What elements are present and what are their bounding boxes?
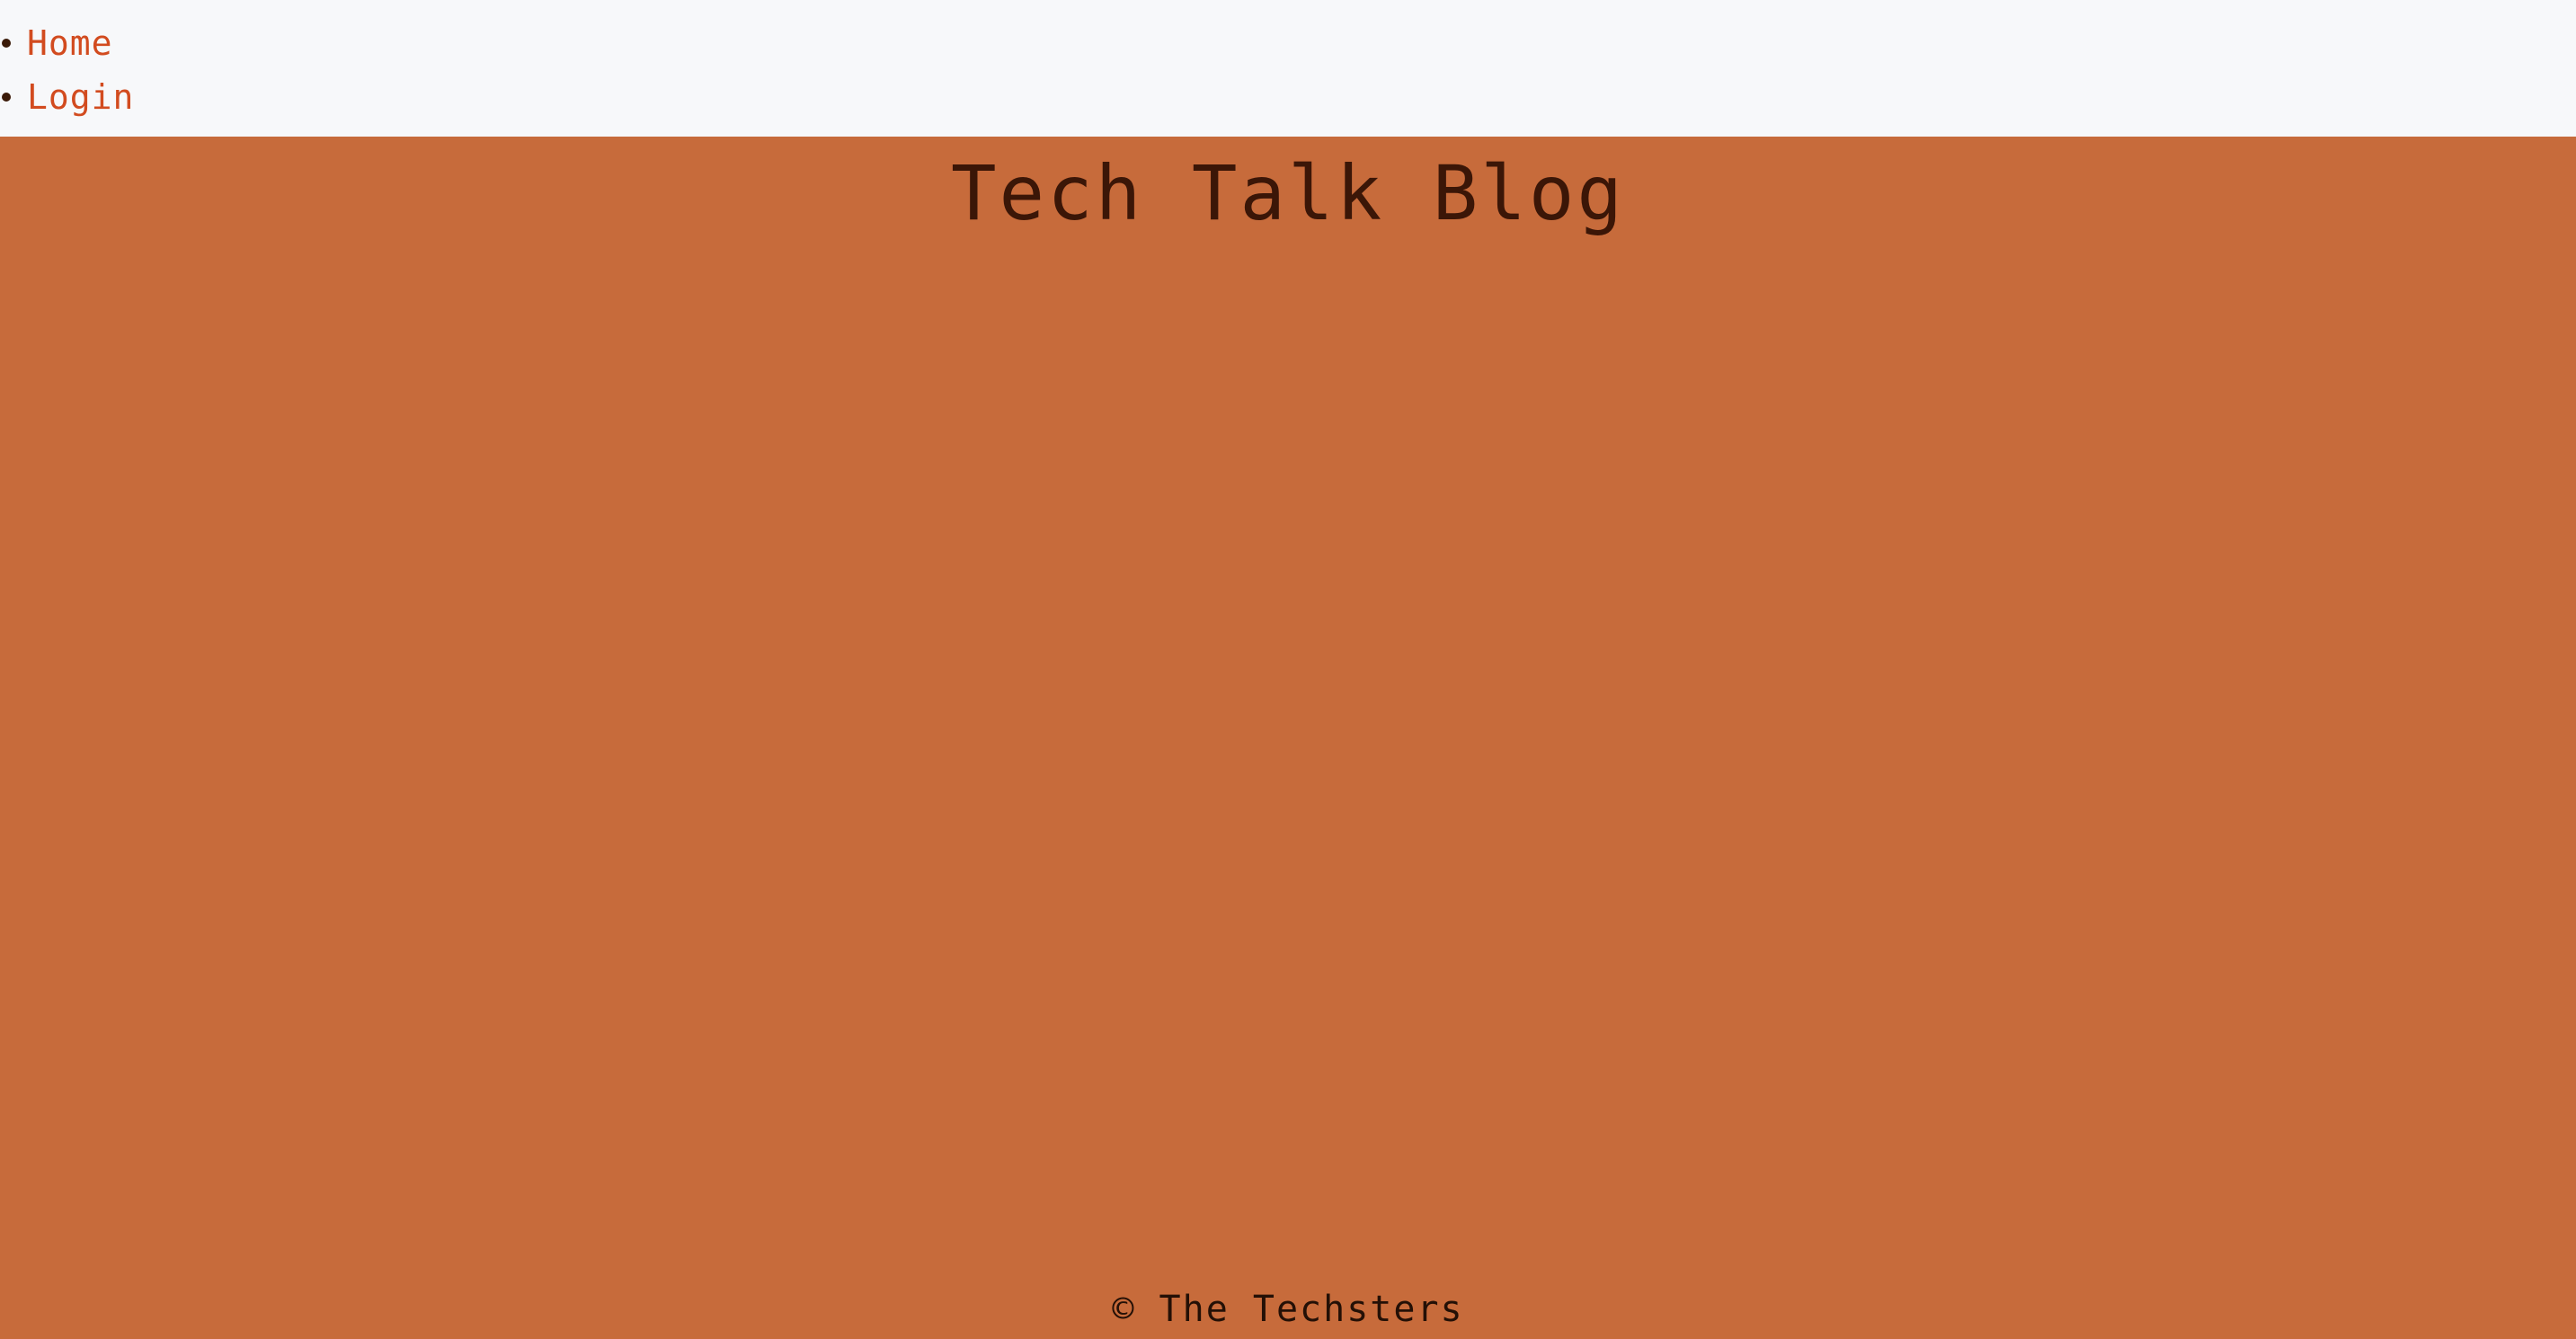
footer-copyright: © The Techsters	[1112, 1289, 1464, 1330]
nav-item-home: Home	[0, 16, 134, 70]
hero-section: Tech Talk Blog	[0, 137, 2576, 1339]
home-link[interactable]: Home	[27, 23, 113, 63]
bullet-icon	[2, 93, 11, 102]
nav-list: Home Login	[0, 16, 134, 124]
page-title: Tech Talk Blog	[950, 149, 1625, 237]
login-link[interactable]: Login	[27, 77, 135, 117]
nav-item-login: Login	[0, 70, 134, 124]
top-navigation: Home Login	[0, 0, 2576, 137]
bullet-icon	[2, 39, 11, 48]
